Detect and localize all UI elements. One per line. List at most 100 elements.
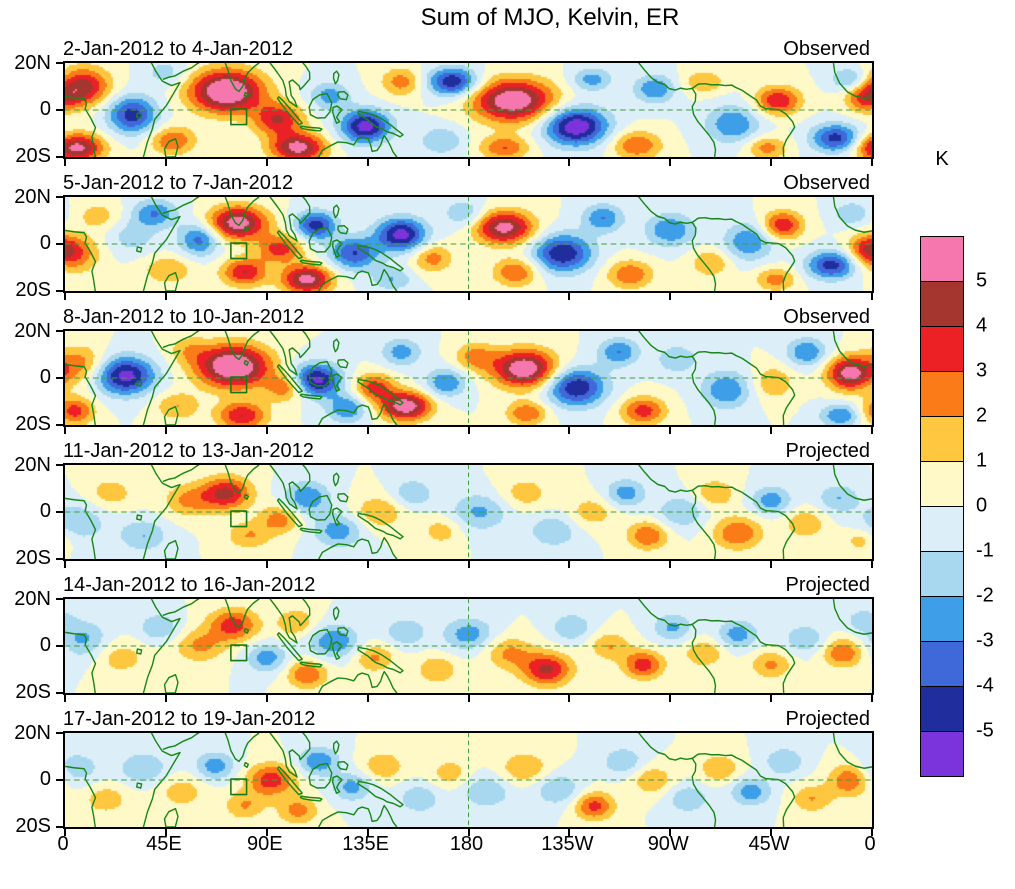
panel-date-range: 2-Jan-2012 to 4-Jan-2012 [63, 38, 294, 60]
y-axis-tick [56, 377, 65, 379]
y-axis-label-20s: 20S [15, 547, 51, 569]
x-axis-tick [669, 293, 672, 300]
x-axis-tick [669, 159, 672, 166]
y-axis-label-20n: 20N [14, 52, 51, 74]
x-axis-tick [64, 695, 66, 702]
colorbar-tick-label: 5 [976, 269, 988, 292]
x-axis-tick [770, 159, 773, 166]
panel-status-label: Projected [785, 440, 871, 462]
panel-date-range: 8-Jan-2012 to 10-Jan-2012 [63, 306, 305, 328]
y-axis-label-20s: 20S [15, 145, 51, 167]
panel-header: 2-Jan-2012 to 4-Jan-2012 Observed [63, 38, 870, 60]
y-axis-label-20n: 20N [14, 320, 51, 342]
coastlines-overlay [65, 331, 872, 425]
x-axis-tick [871, 427, 873, 434]
map-panel-6: 17-Jan-2012 to 19-Jan-2012 Projected 20N… [14, 708, 874, 837]
x-axis-tick [871, 695, 873, 702]
x-axis-tick [568, 427, 571, 434]
x-axis-tick [871, 561, 873, 568]
y-axis-tick [56, 645, 65, 647]
y-axis-label-20s: 20S [15, 681, 51, 703]
panel-date-range: 17-Jan-2012 to 19-Jan-2012 [63, 708, 316, 730]
x-axis-tick [871, 829, 873, 836]
x-axis-label: 180 [449, 833, 484, 855]
map-panel-1: 2-Jan-2012 to 4-Jan-2012 Observed 20N 0 … [14, 38, 874, 167]
x-axis-tick [366, 159, 369, 166]
x-axis-tick [366, 293, 369, 300]
colorbar-tick-label: -1 [976, 539, 994, 562]
map-plot-area: 20N 0 20S [14, 588, 874, 703]
colorbar-tick-label: -4 [976, 674, 994, 697]
x-axis-tick [467, 561, 470, 568]
colorbar-title: K [935, 148, 949, 170]
x-axis-tick [164, 293, 167, 300]
x-axis-tick [568, 695, 571, 702]
panel-status-label: Projected [785, 574, 871, 596]
colorbar-tick-label: 3 [976, 359, 988, 382]
y-axis-label-eq: 0 [39, 366, 51, 388]
colorbar-tick-label: -5 [976, 719, 994, 742]
panel-header: 5-Jan-2012 to 7-Jan-2012 Observed [63, 172, 870, 194]
colorbar-box [920, 551, 964, 597]
y-axis-label-20s: 20S [15, 279, 51, 301]
colorbar-box [920, 371, 964, 417]
y-axis-tick [56, 464, 65, 466]
x-axis-tick [164, 427, 167, 434]
x-axis-label: 90W [647, 833, 689, 855]
y-axis-tick [56, 511, 65, 513]
x-axis-label: 0 [864, 833, 876, 855]
x-axis-tick [770, 293, 773, 300]
x-axis: 0 45E 90E 135E 180 135W 90W 45W 0 [57, 833, 875, 861]
x-axis-tick [467, 159, 470, 166]
y-axis-label-20s: 20S [15, 413, 51, 435]
y-axis-tick [56, 779, 65, 781]
y-axis-tick [56, 598, 65, 600]
x-axis-tick [467, 829, 470, 836]
x-axis-tick [366, 427, 369, 434]
x-axis-tick [64, 829, 66, 836]
colorbar-box [920, 731, 964, 777]
colorbar-box [920, 596, 964, 642]
y-axis-label-eq: 0 [39, 500, 51, 522]
panel-header: 8-Jan-2012 to 10-Jan-2012 Observed [63, 306, 870, 328]
y-axis-tick [56, 62, 65, 64]
map-plot-area: 20N 0 20S [14, 320, 874, 435]
y-axis-tick [56, 196, 65, 198]
y-axis-tick [56, 330, 65, 332]
panel-date-range: 14-Jan-2012 to 16-Jan-2012 [63, 574, 316, 596]
x-axis-tick [64, 159, 66, 166]
x-axis-tick [467, 293, 470, 300]
y-axis-tick [56, 692, 65, 694]
x-axis-tick [265, 159, 268, 166]
x-axis-label: 45E [146, 833, 182, 855]
y-axis-label-eq: 0 [39, 768, 51, 790]
panel-header: 14-Jan-2012 to 16-Jan-2012 Projected [63, 574, 870, 596]
y-axis-label-eq: 0 [39, 98, 51, 120]
x-axis-tick [770, 695, 773, 702]
colorbar-box [920, 641, 964, 687]
colorbar-box [920, 506, 964, 552]
colorbar-box [920, 461, 964, 507]
colorbar-tick-label: 0 [976, 494, 988, 517]
colorbar-tick-label: -2 [976, 584, 994, 607]
x-axis-tick [669, 427, 672, 434]
colorbar-tick-label: 1 [976, 449, 988, 472]
y-axis-tick [56, 558, 65, 560]
y-axis-tick [56, 732, 65, 734]
x-axis-tick [265, 293, 268, 300]
colorbar-box [920, 236, 964, 282]
map-plot-area: 20N 0 20S [14, 454, 874, 569]
colorbar-box [920, 686, 964, 732]
x-axis-tick [467, 695, 470, 702]
map-plot-area: 20N 0 20S [14, 186, 874, 301]
y-axis-tick [56, 156, 65, 158]
x-axis-tick [467, 427, 470, 434]
y-axis-tick [56, 290, 65, 292]
y-axis-tick [56, 243, 65, 245]
coastlines-overlay [65, 63, 872, 157]
x-axis-tick [770, 427, 773, 434]
colorbar-tick-label: 4 [976, 314, 988, 337]
panel-status-label: Observed [783, 38, 870, 60]
x-axis-tick [64, 561, 66, 568]
panel-status-label: Observed [783, 172, 870, 194]
